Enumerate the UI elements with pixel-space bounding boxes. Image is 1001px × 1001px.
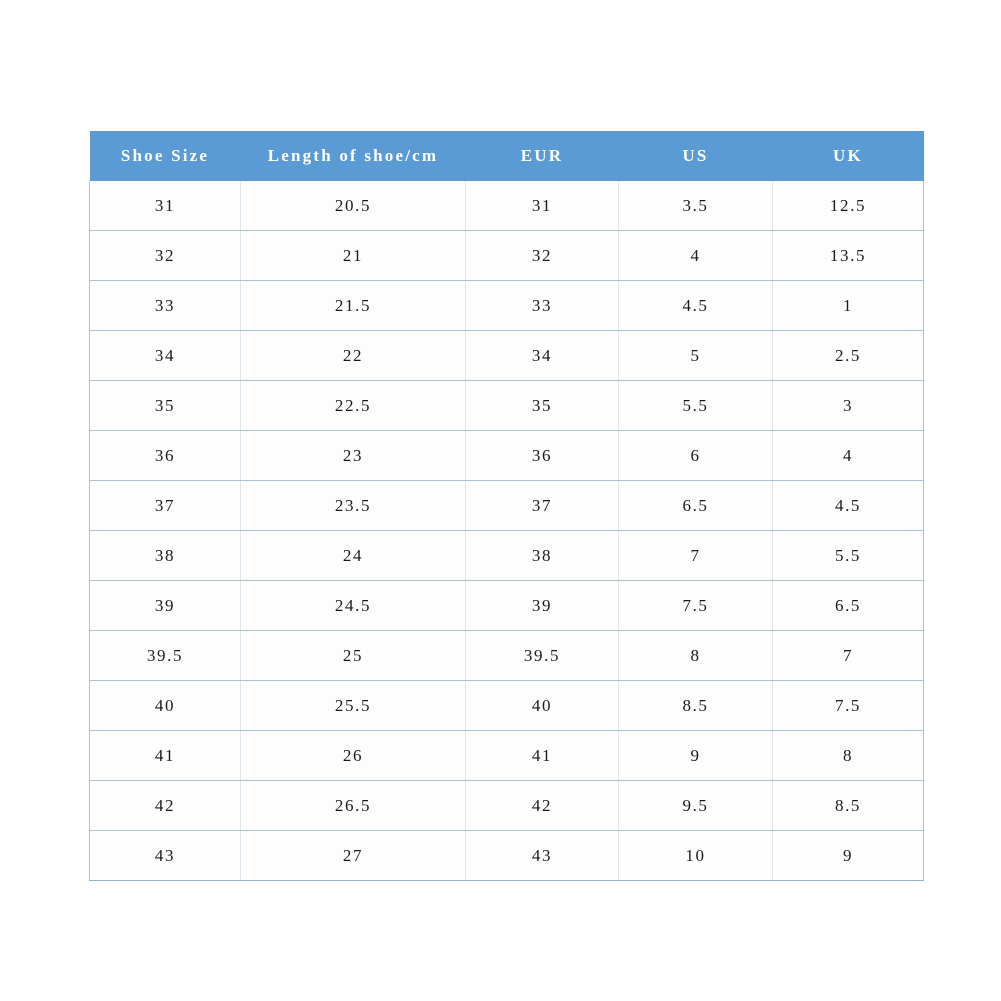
table-cell: 3.5 — [618, 181, 773, 231]
column-header-1: Length of shoe/cm — [240, 131, 466, 181]
table-cell: 7.5 — [618, 580, 773, 631]
table-body: 31 20.5 31 3.5 12.5 32 21 32 4 13.5 33 21.5 33 4.5 1 34… — [89, 181, 924, 881]
table-cell: 25.5 — [240, 680, 466, 731]
table-cell: 23.5 — [240, 480, 466, 531]
table-header: Shoe Size Length of shoe/cm EUR US UK — [89, 131, 924, 181]
table-cell: 8 — [772, 730, 924, 781]
table-cell: 6.5 — [618, 480, 773, 531]
table-cell: 12.5 — [772, 181, 924, 231]
table-cell: 36 — [89, 430, 241, 481]
shoe-size-chart: Shoe Size Length of shoe/cm EUR US UK 31 20.5… — [89, 131, 924, 881]
table-cell: 8.5 — [772, 780, 924, 831]
column-header-0: Shoe Size — [89, 131, 241, 181]
table-cell: 32 — [465, 230, 619, 281]
table-cell: 41 — [89, 730, 241, 781]
table-cell: 5.5 — [618, 380, 773, 431]
table-cell: 35 — [89, 380, 241, 431]
column-header-3: US — [618, 131, 773, 181]
table-cell: 39 — [89, 580, 241, 631]
table-row: 35 22.5 35 5.5 3 — [89, 380, 924, 431]
table-cell: 40 — [465, 680, 619, 731]
table-cell: 25 — [240, 630, 466, 681]
table-cell: 26.5 — [240, 780, 466, 831]
table-row: 36 23 36 6 4 — [89, 430, 924, 481]
table-row: 34 22 34 5 2.5 — [89, 330, 924, 381]
table-cell: 34 — [89, 330, 241, 381]
table-cell: 7 — [618, 530, 773, 581]
table-cell: 20.5 — [240, 181, 466, 231]
table-cell: 7 — [772, 630, 924, 681]
table-cell: 21.5 — [240, 280, 466, 331]
table-row: 43 27 43 10 9 — [89, 830, 924, 881]
table-cell: 43 — [89, 830, 241, 881]
table-cell: 21 — [240, 230, 466, 281]
table-cell: 5.5 — [772, 530, 924, 581]
table-cell: 37 — [465, 480, 619, 531]
table-cell: 33 — [465, 280, 619, 331]
table-cell: 43 — [465, 830, 619, 881]
table-cell: 38 — [89, 530, 241, 581]
table-cell: 9.5 — [618, 780, 773, 831]
table-cell: 4.5 — [772, 480, 924, 531]
table-row: 31 20.5 31 3.5 12.5 — [89, 181, 924, 231]
table-cell: 10 — [618, 830, 773, 881]
table-cell: 4 — [772, 430, 924, 481]
table-cell: 6 — [618, 430, 773, 481]
table-cell: 32 — [89, 230, 241, 281]
table-cell: 31 — [465, 181, 619, 231]
table-cell: 9 — [772, 830, 924, 881]
table-cell: 8.5 — [618, 680, 773, 731]
table-cell: 23 — [240, 430, 466, 481]
table-cell: 38 — [465, 530, 619, 581]
table-row: 32 21 32 4 13.5 — [89, 230, 924, 281]
table-cell: 40 — [89, 680, 241, 731]
table-cell: 4 — [618, 230, 773, 281]
table-cell: 2.5 — [772, 330, 924, 381]
header-row: Shoe Size Length of shoe/cm EUR US UK — [89, 131, 924, 181]
table-cell: 37 — [89, 480, 241, 531]
table-cell: 26 — [240, 730, 466, 781]
column-header-4: UK — [772, 131, 924, 181]
table-cell: 7.5 — [772, 680, 924, 731]
column-header-2: EUR — [465, 131, 619, 181]
table-cell: 42 — [89, 780, 241, 831]
table-cell: 27 — [240, 830, 466, 881]
table-row: 39.5 25 39.5 8 7 — [89, 630, 924, 681]
size-conversion-table: Shoe Size Length of shoe/cm EUR US UK 31 20.5… — [89, 131, 924, 881]
table-cell: 13.5 — [772, 230, 924, 281]
table-cell: 35 — [465, 380, 619, 431]
table-cell: 33 — [89, 280, 241, 331]
table-cell: 5 — [618, 330, 773, 381]
table-cell: 41 — [465, 730, 619, 781]
table-cell: 24 — [240, 530, 466, 581]
table-cell: 22.5 — [240, 380, 466, 431]
table-row: 40 25.5 40 8.5 7.5 — [89, 680, 924, 731]
table-row: 41 26 41 9 8 — [89, 730, 924, 781]
table-cell: 39 — [465, 580, 619, 631]
table-cell: 24.5 — [240, 580, 466, 631]
table-cell: 39.5 — [465, 630, 619, 681]
table-cell: 31 — [89, 181, 241, 231]
table-row: 37 23.5 37 6.5 4.5 — [89, 480, 924, 531]
table-row: 38 24 38 7 5.5 — [89, 530, 924, 581]
table-cell: 3 — [772, 380, 924, 431]
table-row: 33 21.5 33 4.5 1 — [89, 280, 924, 331]
table-cell: 4.5 — [618, 280, 773, 331]
table-cell: 22 — [240, 330, 466, 381]
table-cell: 39.5 — [89, 630, 241, 681]
table-cell: 1 — [772, 280, 924, 331]
table-cell: 36 — [465, 430, 619, 481]
table-row: 42 26.5 42 9.5 8.5 — [89, 780, 924, 831]
table-cell: 9 — [618, 730, 773, 781]
table-cell: 34 — [465, 330, 619, 381]
table-row: 39 24.5 39 7.5 6.5 — [89, 580, 924, 631]
table-cell: 6.5 — [772, 580, 924, 631]
table-cell: 42 — [465, 780, 619, 831]
table-cell: 8 — [618, 630, 773, 681]
